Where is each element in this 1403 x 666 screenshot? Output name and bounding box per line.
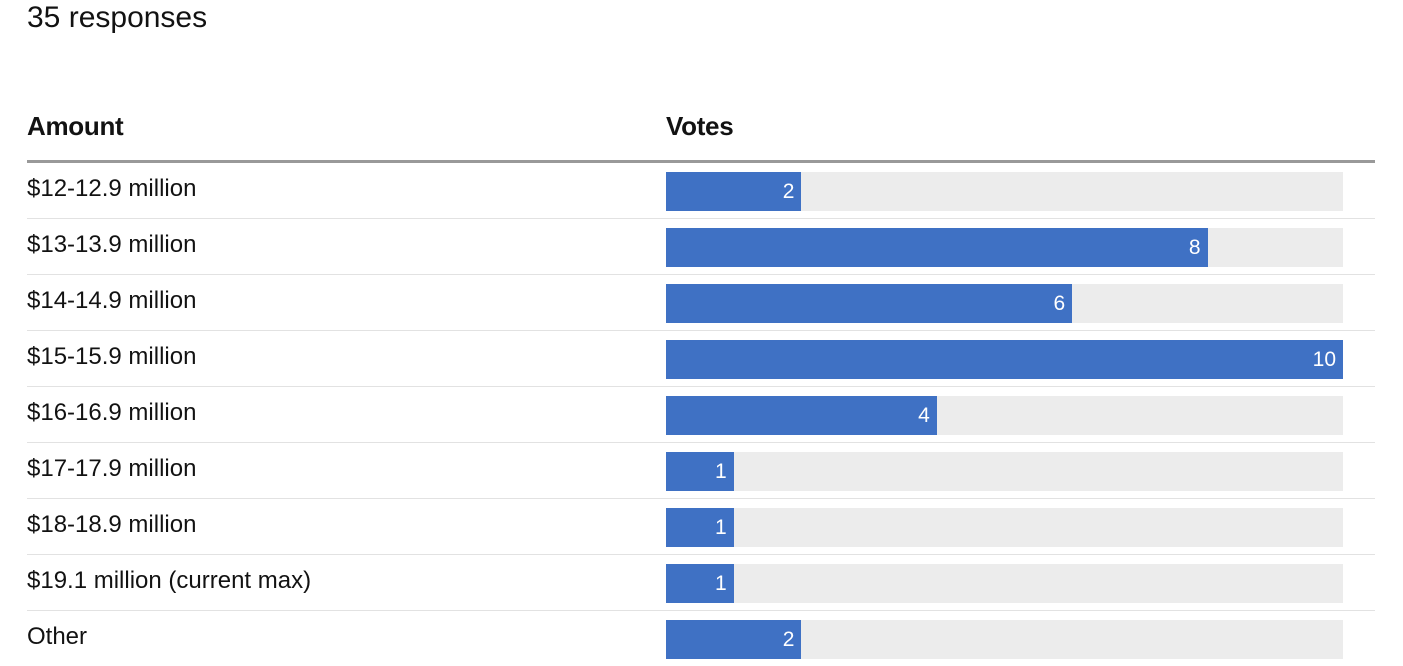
category-label: $19.1 million (current max)	[27, 567, 312, 594]
category-label: $15-15.9 million	[27, 343, 197, 370]
amount-column-header: Amount	[27, 111, 124, 141]
results-table: Amount Votes $12-12.9 million 2 $13-13.9 m…	[27, 100, 1375, 666]
vote-count-label: 2	[782, 628, 795, 651]
table-row: $14-14.9 million 6	[27, 275, 1375, 331]
bar-track: 1	[666, 452, 1343, 491]
vote-count-label: 6	[1053, 292, 1066, 315]
vote-bar: 10	[666, 340, 1343, 379]
category-label: $12-12.9 million	[27, 175, 197, 202]
table-row: Other 2	[27, 611, 1375, 666]
vote-count-label: 10	[1312, 348, 1336, 371]
vote-bar: 1	[666, 564, 734, 603]
vote-bar: 2	[666, 620, 802, 659]
category-label: $18-18.9 million	[27, 511, 197, 538]
table-body: $12-12.9 million 2 $13-13.9 million 8 $14-14…	[27, 163, 1375, 666]
responses-count: 35 responses	[27, 1, 208, 34]
category-label: $17-17.9 million	[27, 455, 197, 482]
vote-bar: 8	[666, 228, 1208, 267]
vote-count-label: 1	[715, 516, 727, 539]
table-row: $18-18.9 million 1	[27, 499, 1375, 555]
bar-track: 2	[666, 620, 1343, 659]
vote-bar: 4	[666, 396, 937, 435]
vote-bar: 1	[666, 508, 734, 547]
vote-count-label: 1	[715, 572, 727, 595]
bar-track: 1	[666, 508, 1343, 547]
table-row: $16-16.9 million 4	[27, 387, 1375, 443]
vote-count-label: 4	[918, 404, 930, 427]
category-label: $16-16.9 million	[27, 399, 197, 426]
bar-track: 2	[666, 172, 1343, 211]
table-row: $17-17.9 million 1	[27, 443, 1375, 499]
category-label: Other	[27, 623, 88, 650]
table-row: $12-12.9 million 2	[27, 163, 1375, 219]
vote-bar: 6	[666, 284, 1073, 323]
bar-track: 6	[666, 284, 1343, 323]
table-row: $13-13.9 million 8	[27, 219, 1375, 275]
category-label: $13-13.9 million	[27, 231, 197, 258]
table-header: Amount Votes	[27, 100, 1375, 163]
table-row: $15-15.9 million 10	[27, 331, 1375, 387]
table-row: $19.1 million (current max) 1	[27, 555, 1375, 611]
vote-count-label: 8	[1188, 236, 1201, 259]
bar-track: 10	[666, 340, 1343, 379]
bar-track: 8	[666, 228, 1343, 267]
votes-column-header: Votes	[666, 111, 734, 141]
vote-count-label: 2	[782, 180, 795, 203]
bar-track: 1	[666, 564, 1343, 603]
category-label: $14-14.9 million	[27, 287, 197, 314]
vote-bar: 2	[666, 172, 802, 211]
bar-track: 4	[666, 396, 1343, 435]
vote-bar: 1	[666, 452, 734, 491]
vote-count-label: 1	[715, 460, 727, 483]
